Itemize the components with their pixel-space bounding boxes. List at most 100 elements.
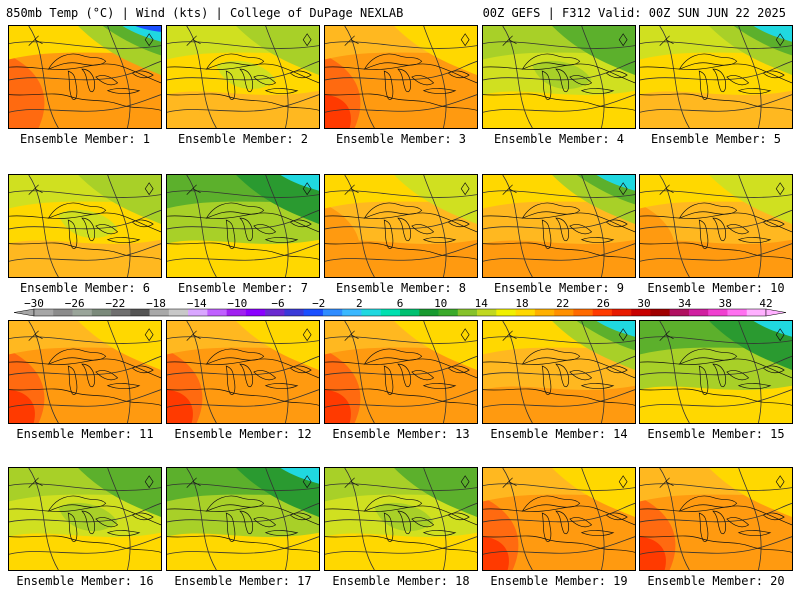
map-outline xyxy=(712,363,726,388)
panel-label: Ensemble Member: 18 xyxy=(332,574,470,588)
map-outline xyxy=(541,219,552,249)
height-contour-line xyxy=(9,243,161,262)
map-outline xyxy=(411,224,435,235)
map-outline xyxy=(186,35,201,46)
height-contour-line xyxy=(167,389,319,408)
map-outline xyxy=(67,365,78,395)
panel-label: Ensemble Member: 8 xyxy=(335,281,467,295)
height-contour-line xyxy=(325,389,477,408)
map-outline xyxy=(28,330,43,341)
height-contour-line xyxy=(325,190,477,198)
map-outline xyxy=(253,224,277,235)
map-outline xyxy=(737,88,772,95)
map-outline xyxy=(483,388,635,406)
map-outline xyxy=(363,348,423,365)
temperature-contour-fill xyxy=(325,239,477,277)
map-outline xyxy=(144,475,154,489)
map-outline xyxy=(67,70,78,100)
height-contour-line xyxy=(265,321,289,423)
temperature-field xyxy=(325,468,477,570)
map-outline xyxy=(678,53,738,70)
map-outline xyxy=(239,68,253,93)
temperature-contour-fill xyxy=(552,26,635,76)
map-outline xyxy=(302,328,312,342)
map-outline xyxy=(618,328,628,342)
height-contour-line xyxy=(483,483,635,491)
height-contour-line xyxy=(167,355,319,376)
height-contour-line xyxy=(483,190,635,198)
colorbar-swatch xyxy=(342,309,362,316)
temperature-contour-fill xyxy=(483,239,635,277)
map-outline xyxy=(144,33,154,47)
temperature-contour-fill xyxy=(236,468,319,518)
ensemble-member-map xyxy=(639,467,793,571)
colorbar-swatch xyxy=(380,309,401,316)
height-contour-line xyxy=(659,321,690,423)
map-outline xyxy=(253,517,277,528)
map-outline xyxy=(712,217,726,242)
map-outline xyxy=(131,70,154,79)
ensemble-member-map xyxy=(324,25,478,129)
height-contour-line xyxy=(738,26,762,128)
map-outline xyxy=(605,512,628,521)
colorbar-tick-label: 38 xyxy=(719,298,732,310)
map-outline xyxy=(167,388,319,406)
height-contour-line xyxy=(423,26,447,128)
ensemble-member-map xyxy=(324,320,478,424)
height-contour-line xyxy=(640,41,792,49)
map-outline xyxy=(167,535,319,553)
panel-label: Ensemble Member: 16 xyxy=(16,574,154,588)
map-outline xyxy=(411,517,435,528)
map-outline xyxy=(580,237,615,244)
temperature-contour-fill xyxy=(325,94,351,128)
valid-time: 00Z GEFS | F312 Valid: 00Z SUN JUN 22 20… xyxy=(482,6,786,20)
temperature-field xyxy=(483,175,635,277)
map-outline xyxy=(344,35,359,46)
colorbar-swatch xyxy=(207,309,227,316)
colorbar-tick-label: 14 xyxy=(475,298,489,310)
map-outline xyxy=(106,530,141,537)
height-contour-line xyxy=(344,321,375,423)
colorbar-swatch xyxy=(72,309,93,316)
map-outline xyxy=(502,184,517,195)
colorbar-tick-label: −6 xyxy=(271,298,284,310)
colorbar-swatch xyxy=(111,309,131,316)
colorbar-swatch xyxy=(303,309,324,316)
height-contour-line xyxy=(167,502,319,523)
height-contour-line xyxy=(28,175,59,277)
temperature-contour-fill xyxy=(394,321,477,371)
temperature-contour-fill xyxy=(640,239,792,277)
height-contour-line xyxy=(186,26,217,128)
map-outline xyxy=(460,328,470,342)
height-contour-line xyxy=(167,243,319,262)
map-outline xyxy=(81,217,95,242)
height-contour-line xyxy=(483,536,635,555)
ensemble-member-map xyxy=(639,320,793,424)
map-outline xyxy=(502,477,517,488)
map-outline xyxy=(363,53,423,70)
map-outline xyxy=(28,477,43,488)
temperature-contour-fill xyxy=(640,385,792,423)
ensemble-member-map xyxy=(166,25,320,129)
temperature-field xyxy=(167,468,319,570)
temperature-contour-fill xyxy=(78,175,161,225)
map-outline xyxy=(225,70,236,100)
height-contour-line xyxy=(640,502,792,523)
map-outline xyxy=(106,88,141,95)
temperature-contour-fill xyxy=(9,389,35,423)
colorbar-swatch xyxy=(746,309,767,316)
panel-label: Ensemble Member: 12 xyxy=(174,427,312,441)
temperature-contour-fill xyxy=(78,468,161,518)
height-contour-line xyxy=(9,209,161,230)
map-outline xyxy=(640,93,792,111)
map-outline xyxy=(411,370,435,381)
colorbar-tick-label: 10 xyxy=(434,298,447,310)
height-contour-line xyxy=(265,26,289,128)
temperature-contour-fill xyxy=(58,209,118,239)
map-outline xyxy=(239,510,253,535)
height-contour-line xyxy=(659,26,690,128)
temperature-field xyxy=(167,26,319,128)
map-outline xyxy=(344,330,359,341)
map-outline xyxy=(239,363,253,388)
height-contour-line xyxy=(325,483,477,491)
